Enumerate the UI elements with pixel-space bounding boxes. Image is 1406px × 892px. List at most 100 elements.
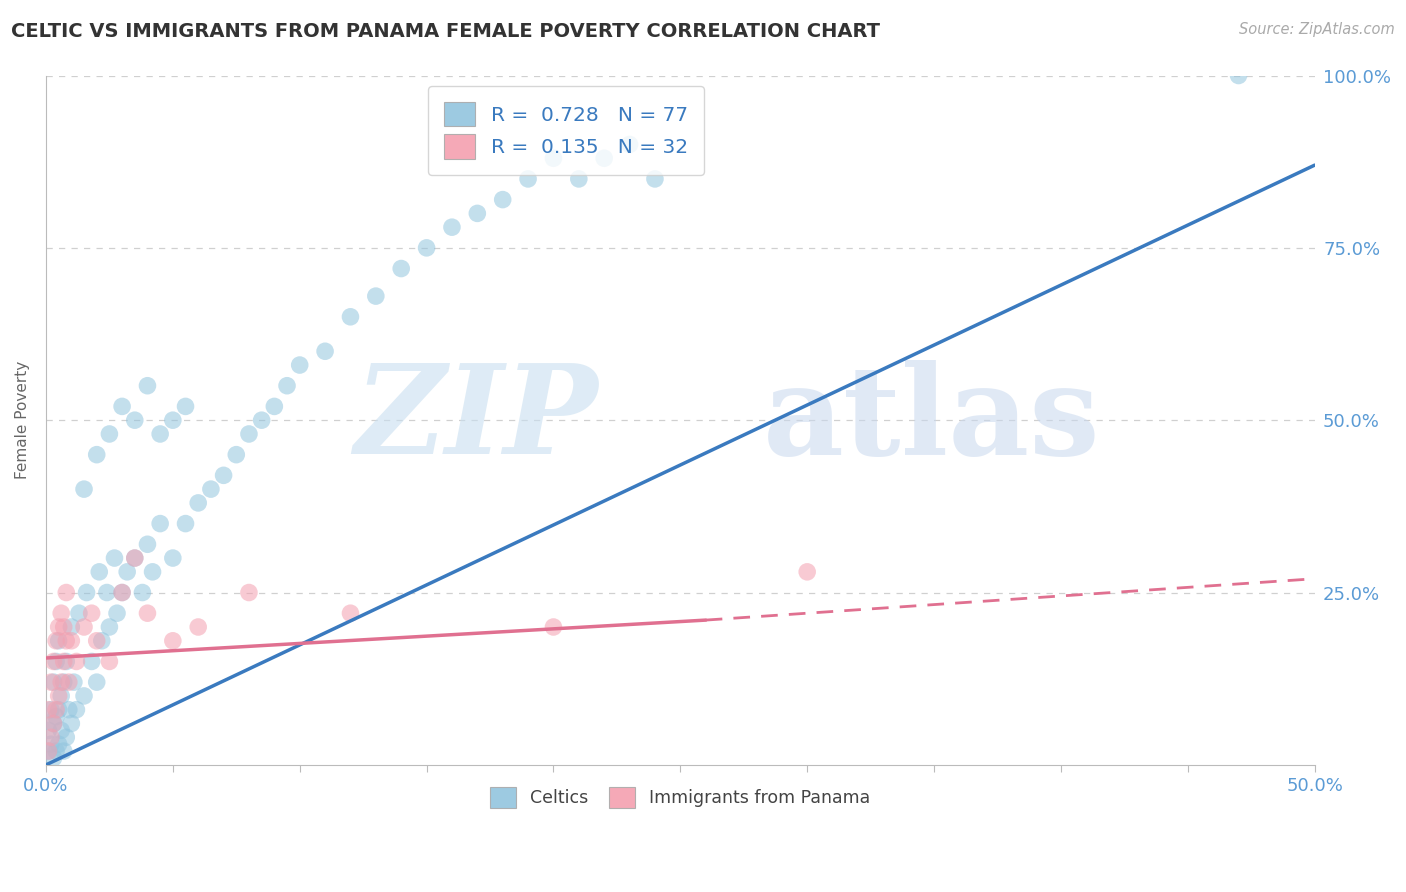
Point bbox=[55, 655, 77, 669]
Text: CELTIC VS IMMIGRANTS FROM PANAMA FEMALE POVERTY CORRELATION CHART: CELTIC VS IMMIGRANTS FROM PANAMA FEMALE … bbox=[11, 22, 880, 41]
Point bbox=[42, 716, 65, 731]
Point bbox=[111, 400, 134, 414]
Point bbox=[60, 716, 83, 731]
Point bbox=[136, 606, 159, 620]
Point bbox=[364, 289, 387, 303]
Point bbox=[45, 744, 67, 758]
Point bbox=[174, 400, 197, 414]
Point bbox=[263, 400, 285, 414]
Point bbox=[52, 655, 75, 669]
Point bbox=[42, 655, 65, 669]
Point bbox=[42, 716, 65, 731]
Point bbox=[73, 689, 96, 703]
Point bbox=[339, 606, 361, 620]
Point bbox=[39, 675, 62, 690]
Point bbox=[60, 633, 83, 648]
Point bbox=[568, 172, 591, 186]
Point bbox=[65, 655, 87, 669]
Point bbox=[48, 633, 70, 648]
Point bbox=[103, 551, 125, 566]
Point bbox=[42, 751, 65, 765]
Text: Source: ZipAtlas.com: Source: ZipAtlas.com bbox=[1239, 22, 1395, 37]
Point bbox=[86, 633, 108, 648]
Point bbox=[96, 585, 118, 599]
Point bbox=[86, 448, 108, 462]
Point bbox=[440, 220, 463, 235]
Point bbox=[45, 703, 67, 717]
Point bbox=[38, 744, 60, 758]
Point bbox=[48, 689, 70, 703]
Point bbox=[39, 703, 62, 717]
Point bbox=[55, 731, 77, 745]
Point bbox=[131, 585, 153, 599]
Point bbox=[162, 413, 184, 427]
Point bbox=[149, 516, 172, 531]
Point bbox=[38, 744, 60, 758]
Point bbox=[63, 675, 86, 690]
Point bbox=[250, 413, 273, 427]
Point bbox=[415, 241, 437, 255]
Legend: Celtics, Immigrants from Panama: Celtics, Immigrants from Panama bbox=[484, 780, 877, 814]
Point bbox=[200, 482, 222, 496]
Point bbox=[105, 606, 128, 620]
Point bbox=[543, 151, 565, 165]
Point bbox=[162, 551, 184, 566]
Point bbox=[115, 565, 138, 579]
Point bbox=[517, 172, 540, 186]
Point bbox=[76, 585, 98, 599]
Point bbox=[38, 703, 60, 717]
Point bbox=[45, 633, 67, 648]
Point bbox=[644, 172, 666, 186]
Point bbox=[276, 378, 298, 392]
Point bbox=[111, 585, 134, 599]
Point bbox=[465, 206, 488, 220]
Point bbox=[543, 620, 565, 634]
Point bbox=[111, 585, 134, 599]
Y-axis label: Female Poverty: Female Poverty bbox=[15, 361, 30, 479]
Point bbox=[39, 737, 62, 751]
Point bbox=[187, 496, 209, 510]
Point bbox=[796, 565, 818, 579]
Point bbox=[58, 675, 80, 690]
Point bbox=[238, 585, 260, 599]
Point bbox=[55, 585, 77, 599]
Point bbox=[141, 565, 163, 579]
Point bbox=[124, 551, 146, 566]
Point bbox=[48, 703, 70, 717]
Point bbox=[98, 427, 121, 442]
Point bbox=[51, 723, 73, 738]
Point bbox=[162, 633, 184, 648]
Point bbox=[212, 468, 235, 483]
Point bbox=[288, 358, 311, 372]
Point bbox=[55, 633, 77, 648]
Point bbox=[48, 620, 70, 634]
Point bbox=[45, 655, 67, 669]
Point bbox=[38, 723, 60, 738]
Point bbox=[89, 565, 111, 579]
Point bbox=[52, 620, 75, 634]
Point bbox=[52, 675, 75, 690]
Point bbox=[80, 606, 103, 620]
Point bbox=[51, 675, 73, 690]
Point bbox=[98, 620, 121, 634]
Point bbox=[60, 620, 83, 634]
Point bbox=[136, 378, 159, 392]
Point bbox=[73, 482, 96, 496]
Point bbox=[389, 261, 412, 276]
Point bbox=[65, 703, 87, 717]
Point bbox=[174, 516, 197, 531]
Point bbox=[48, 737, 70, 751]
Point bbox=[86, 675, 108, 690]
Point bbox=[58, 703, 80, 717]
Point bbox=[67, 606, 90, 620]
Point bbox=[619, 137, 641, 152]
Point bbox=[225, 448, 247, 462]
Text: atlas: atlas bbox=[763, 359, 1101, 481]
Point bbox=[51, 689, 73, 703]
Point bbox=[90, 633, 112, 648]
Point bbox=[339, 310, 361, 324]
Point bbox=[593, 151, 616, 165]
Point bbox=[42, 675, 65, 690]
Point bbox=[98, 655, 121, 669]
Point bbox=[149, 427, 172, 442]
